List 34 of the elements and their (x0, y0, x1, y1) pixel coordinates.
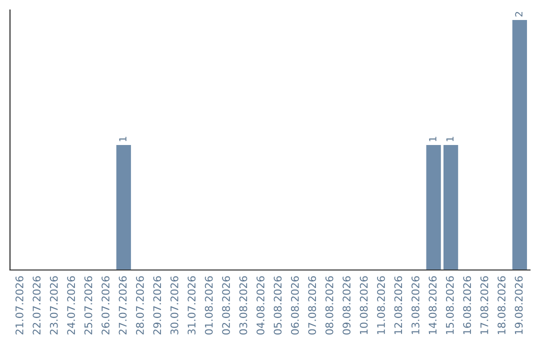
x-tick-label: 11.08.2026 (377, 276, 385, 334)
x-tick-label: 22.07.2026 (32, 276, 41, 334)
x-tick-label: 07.08.2026 (308, 276, 316, 335)
data-label: 1 (429, 136, 436, 142)
x-tick-label: 21.07.2026 (15, 276, 24, 334)
x-tick-label: 03.08.2026 (239, 276, 248, 335)
x-tick-label: 09.08.2026 (342, 276, 351, 335)
x-tick-label: 06.08.2026 (290, 276, 299, 335)
x-tick-label: 27.07.2026 (118, 276, 127, 334)
x-tick-label: 02.08.2026 (222, 276, 230, 335)
x-tick-label: 05.08.2026 (274, 276, 282, 335)
x-tick-label: 26.07.2026 (102, 276, 110, 334)
x-tick-label: 30.07.2026 (170, 276, 178, 334)
x-tick-label: 08.08.2026 (325, 276, 334, 335)
x-tick-label: 18.08.2026 (498, 276, 506, 334)
data-label: 1 (446, 136, 454, 142)
data-label: 2 (515, 12, 522, 17)
x-tick-label: 29.07.2026 (153, 276, 162, 334)
x-tick-label: 12.08.2026 (394, 276, 402, 334)
x-tick-label: 24.07.2026 (67, 276, 76, 334)
x-tick-label: 10.08.2026 (360, 276, 368, 334)
x-tick-label: 28.07.2026 (136, 276, 144, 334)
data-label: 1 (119, 136, 126, 142)
x-tick-label: 31.07.2026 (188, 276, 196, 334)
x-tick-label: 01.08.2026 (204, 276, 213, 335)
x-tick-label: 17.08.2026 (480, 276, 488, 334)
x-tick-label: 25.07.2026 (84, 276, 92, 334)
x-tick-label: 16.08.2026 (463, 276, 472, 334)
x-tick-label: 19.08.2026 (514, 276, 523, 334)
x-tick-label: 04.08.2026 (256, 276, 264, 335)
x-tick-label: 15.08.2026 (446, 276, 454, 334)
x-tick-label: 14.08.2026 (428, 276, 437, 334)
x-tick-label: 13.08.2026 (412, 276, 420, 334)
x-tick-label: 23.07.2026 (50, 276, 58, 334)
